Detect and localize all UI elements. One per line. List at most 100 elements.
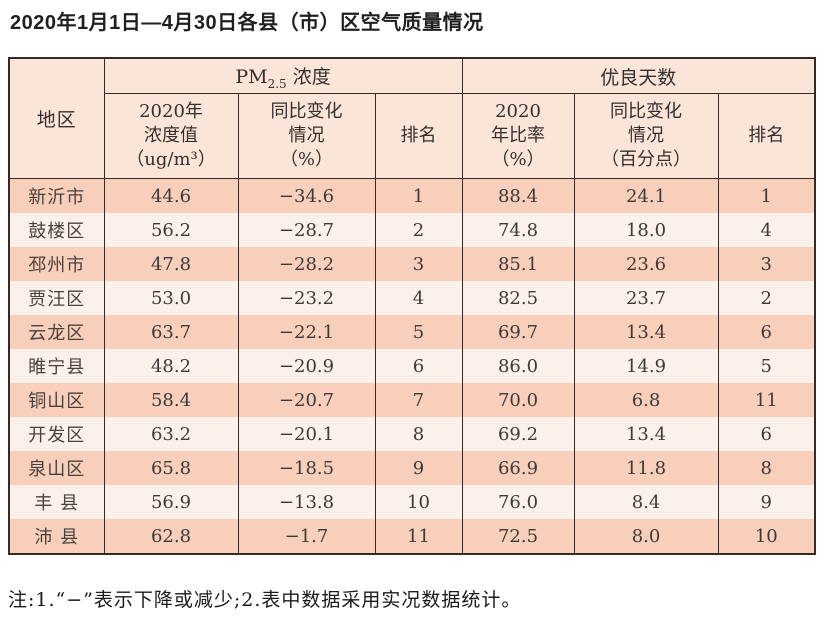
cell-pm-rank: 5 (374, 315, 463, 349)
cell-good-rank: 4 (717, 213, 816, 247)
cell-pm-rank: 4 (374, 281, 463, 315)
table-row: 睢宁县 48.2 −20.9 6 86.0 14.9 5 (8, 349, 816, 383)
cell-pm-change: −22.1 (237, 315, 376, 349)
cell-pm-change: −34.6 (237, 178, 376, 213)
cell-region: 贾汪区 (8, 281, 105, 315)
cell-good-change: 13.4 (573, 315, 719, 349)
cell-good-ratio: 74.8 (461, 213, 575, 247)
cell-good-rank: 11 (717, 383, 816, 417)
table-row: 云龙区 63.7 −22.1 5 69.7 13.4 6 (8, 315, 816, 349)
cell-pm-change: −20.7 (237, 383, 376, 417)
cell-pm-change: −28.7 (237, 213, 376, 247)
cell-good-ratio: 69.2 (461, 417, 575, 451)
header-good-ratio: 2020 年比率 （%） (461, 93, 575, 179)
cell-region: 铜山区 (8, 383, 105, 417)
cell-pm-value: 63.7 (103, 315, 239, 349)
table-row: 丰 县 56.9 −13.8 10 76.0 8.4 9 (8, 485, 816, 519)
cell-pm-value: 53.0 (103, 281, 239, 315)
cell-good-change: 23.6 (573, 247, 719, 281)
cell-good-rank: 2 (717, 281, 816, 315)
cell-pm-value: 56.2 (103, 213, 239, 247)
cell-pm-change: −23.2 (237, 281, 376, 315)
cell-pm-rank: 10 (374, 485, 463, 519)
cell-good-change: 23.7 (573, 281, 719, 315)
table-row: 贾汪区 53.0 −23.2 4 82.5 23.7 2 (8, 281, 816, 315)
cell-region: 沛 县 (8, 519, 105, 554)
table-row: 邳州市 47.8 −28.2 3 85.1 23.6 3 (8, 247, 816, 281)
air-quality-table: 地区 PM2.5 浓度 优良天数 2020年 浓度值 （ug/m³） 同比变化 … (8, 57, 817, 555)
table-row: 鼓楼区 56.2 −28.7 2 74.8 18.0 4 (8, 213, 816, 247)
table-header: 地区 PM2.5 浓度 优良天数 2020年 浓度值 （ug/m³） 同比变化 … (8, 57, 816, 179)
cell-pm-rank: 7 (374, 383, 463, 417)
cell-good-change: 13.4 (573, 417, 719, 451)
cell-pm-change: −20.1 (237, 417, 376, 451)
cell-good-rank: 9 (717, 485, 816, 519)
cell-good-change: 8.4 (573, 485, 719, 519)
cell-good-rank: 8 (717, 451, 816, 485)
cell-pm-rank: 3 (374, 247, 463, 281)
group-header-row: 地区 PM2.5 浓度 优良天数 (8, 57, 816, 179)
pm-label-suffix: 浓度 (286, 65, 331, 88)
cell-good-rank: 6 (717, 315, 816, 349)
header-pm-rank: 排名 (374, 93, 463, 179)
cell-pm-change: −20.9 (237, 349, 376, 383)
cell-pm-change: −1.7 (237, 519, 376, 554)
cell-good-ratio: 66.9 (461, 451, 575, 485)
table-row: 沛 县 62.8 −1.7 11 72.5 8.0 10 (8, 519, 816, 554)
cell-good-ratio: 85.1 (461, 247, 575, 281)
pm-label-subscript: 2.5 (267, 76, 287, 91)
cell-good-ratio: 72.5 (461, 519, 575, 554)
cell-good-ratio: 88.4 (461, 178, 575, 213)
header-region: 地区 (8, 57, 105, 179)
cell-good-change: 6.8 (573, 383, 719, 417)
cell-pm-value: 63.2 (103, 417, 239, 451)
footnote: 注:1.“−”表示下降或减少;2.表中数据采用实况数据统计。 (8, 589, 522, 611)
cell-region: 邳州市 (8, 247, 105, 281)
cell-good-change: 14.9 (573, 349, 719, 383)
cell-region: 新沂市 (8, 178, 105, 213)
cell-region: 睢宁县 (8, 349, 105, 383)
table-row: 泉山区 65.8 −18.5 9 66.9 11.8 8 (8, 451, 816, 485)
page-title: 2020年1月1日—4月30日各县（市）区空气质量情况 (10, 12, 484, 34)
table-row: 开发区 63.2 −20.1 8 69.2 13.4 6 (8, 417, 816, 451)
table-row: 铜山区 58.4 −20.7 7 70.0 6.8 11 (8, 383, 816, 417)
cell-pm-rank: 9 (374, 451, 463, 485)
cell-good-rank: 1 (717, 178, 816, 213)
cell-pm-value: 48.2 (103, 349, 239, 383)
cell-pm-rank: 2 (374, 213, 463, 247)
table-body: 新沂市 44.6 −34.6 1 88.4 24.1 1 鼓楼区 56.2 −28.7 2 74.8 1… (8, 178, 816, 554)
header-pm-concentration: 2020年 浓度值 （ug/m³） (103, 93, 239, 179)
cell-good-rank: 5 (717, 349, 816, 383)
cell-good-rank: 6 (717, 417, 816, 451)
cell-good-change: 11.8 (573, 451, 719, 485)
cell-pm-value: 56.9 (103, 485, 239, 519)
cell-pm-value: 58.4 (103, 383, 239, 417)
cell-good-change: 8.0 (573, 519, 719, 554)
cell-pm-change: −28.2 (237, 247, 376, 281)
header-pm-yoy-change: 同比变化 情况 （%） (237, 93, 376, 179)
cell-region: 泉山区 (8, 451, 105, 485)
header-group-good-days: 优良天数 (461, 57, 816, 94)
cell-good-ratio: 70.0 (461, 383, 575, 417)
cell-pm-rank: 6 (374, 349, 463, 383)
cell-pm-rank: 1 (374, 178, 463, 213)
header-good-yoy-change: 同比变化 情况 （百分点） (573, 93, 719, 179)
cell-region: 云龙区 (8, 315, 105, 349)
sub-header-row: 2020年 浓度值 （ug/m³） 同比变化 情况 （%） 排名 2020 年比… (9, 93, 816, 179)
pm-label-prefix: PM (235, 65, 268, 88)
cell-region: 鼓楼区 (8, 213, 105, 247)
cell-pm-value: 47.8 (103, 247, 239, 281)
cell-good-ratio: 82.5 (461, 281, 575, 315)
cell-pm-value: 65.8 (103, 451, 239, 485)
header-group-pm25: PM2.5 浓度 (103, 57, 463, 94)
cell-good-rank: 3 (717, 247, 816, 281)
cell-pm-change: −18.5 (237, 451, 376, 485)
cell-pm-rank: 8 (374, 417, 463, 451)
header-good-rank: 排名 (717, 93, 816, 179)
cell-good-change: 18.0 (573, 213, 719, 247)
cell-good-rank: 10 (717, 519, 816, 554)
cell-good-ratio: 69.7 (461, 315, 575, 349)
table-row: 新沂市 44.6 −34.6 1 88.4 24.1 1 (8, 178, 816, 213)
cell-pm-value: 62.8 (103, 519, 239, 554)
cell-region: 开发区 (8, 417, 105, 451)
